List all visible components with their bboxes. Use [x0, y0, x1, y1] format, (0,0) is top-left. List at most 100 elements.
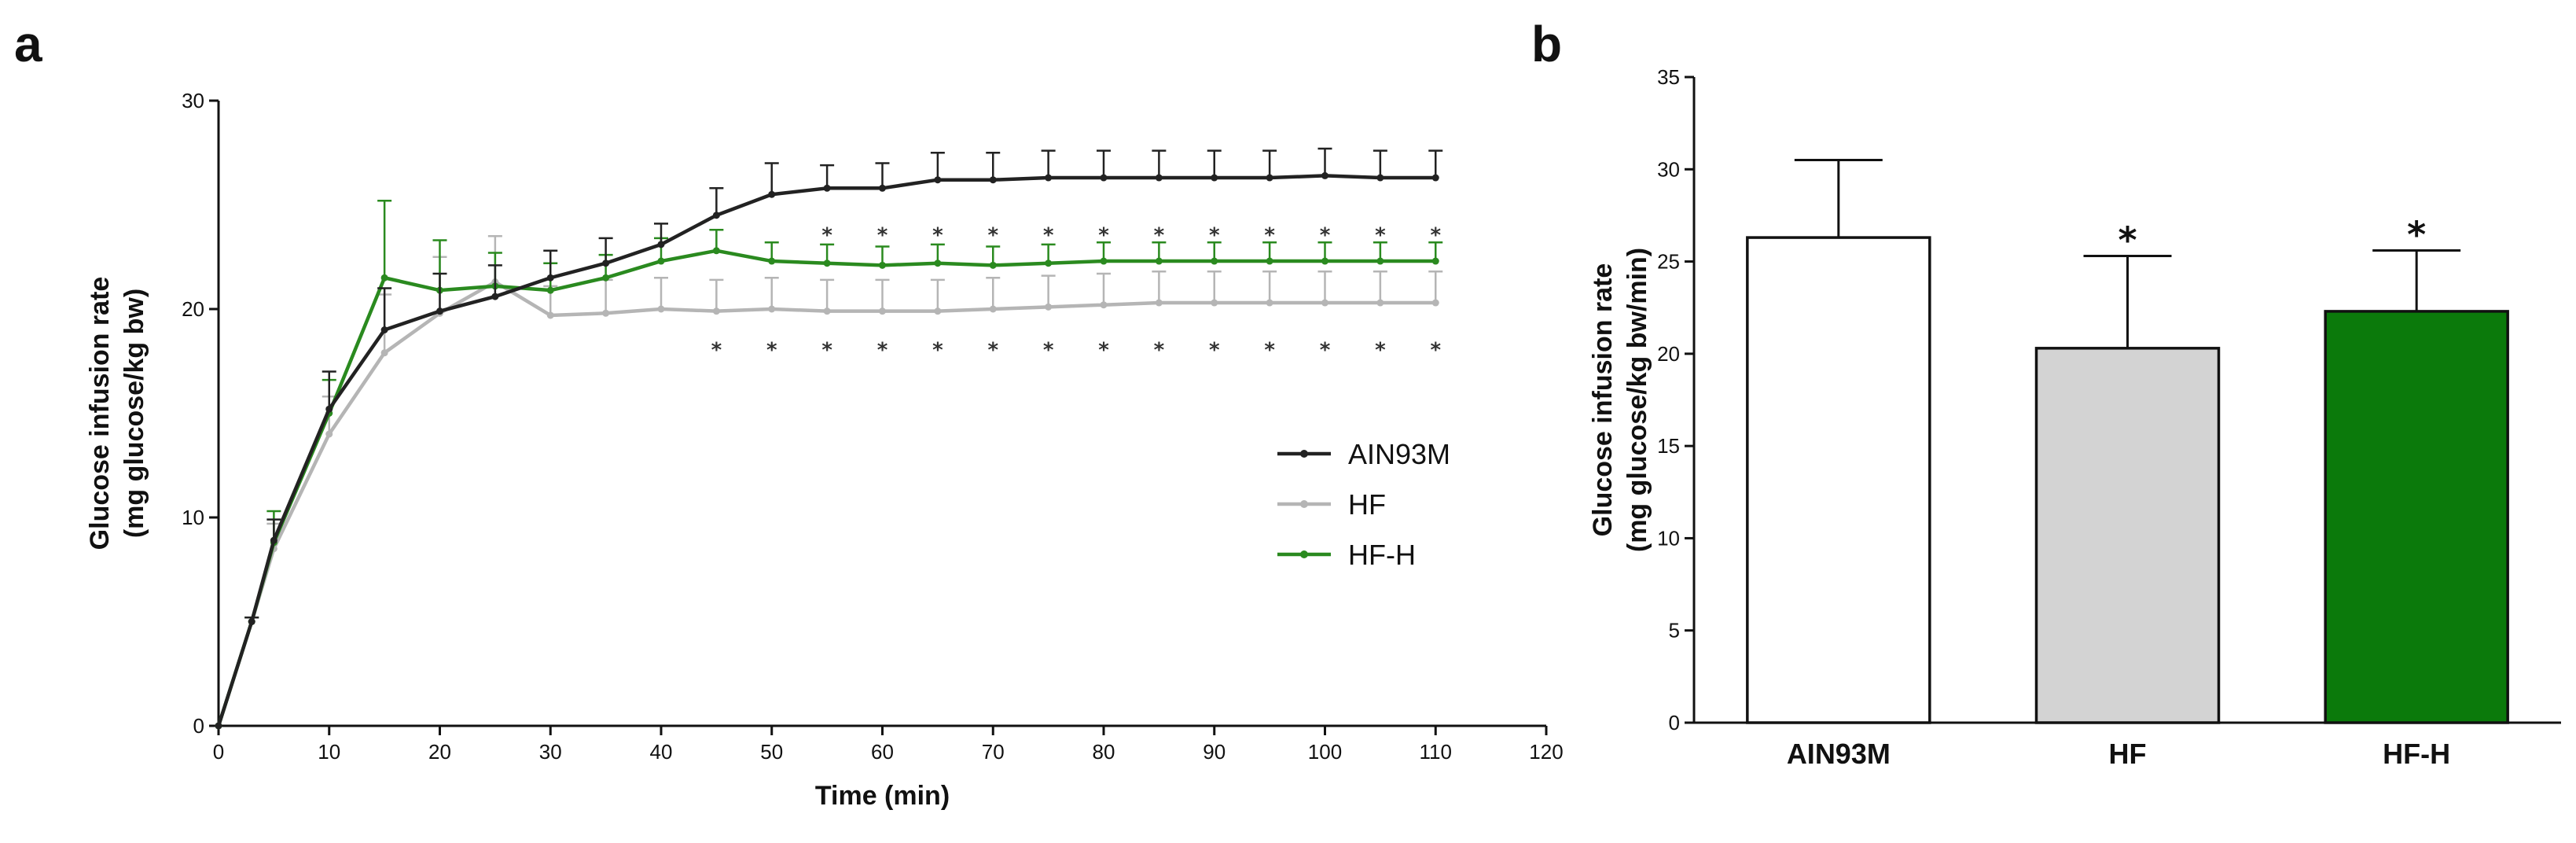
data-point	[712, 307, 720, 315]
data-point	[1266, 174, 1273, 182]
x-tick-label: 40	[650, 740, 673, 764]
y-tick-label: 20	[182, 297, 204, 321]
data-point	[546, 311, 554, 319]
y-tick-label: 10	[1657, 526, 1680, 550]
series-line	[216, 174, 1436, 727]
panel-b-letter: b	[1531, 16, 1562, 72]
significance-marker: *	[1043, 224, 1054, 248]
data-point	[879, 184, 886, 192]
data-point	[1376, 257, 1384, 265]
y-tick-label: 0	[1669, 711, 1680, 734]
bar-hf	[2034, 347, 2221, 724]
x-tick-label: 100	[1308, 740, 1342, 764]
data-point	[657, 257, 665, 265]
data-point	[1155, 299, 1163, 307]
category-label: HF-H	[2383, 738, 2450, 770]
significance-marker: *	[987, 224, 998, 248]
data-point	[879, 261, 886, 269]
series-line	[216, 280, 1436, 727]
legend-label: AIN93M	[1348, 438, 1450, 470]
y-tick-label: 0	[193, 714, 204, 738]
data-point	[1266, 257, 1273, 265]
significance-marker: *	[1098, 224, 1109, 248]
y-tick-label: 30	[1657, 157, 1680, 181]
data-point	[270, 536, 277, 544]
data-point	[1431, 174, 1439, 182]
x-tick-label: 50	[760, 740, 783, 764]
y-axis-title-line-1: Glucose infusion rate	[1588, 263, 1618, 537]
panel-a-letter: a	[14, 16, 42, 72]
data-point	[1211, 299, 1218, 307]
data-point	[879, 307, 886, 315]
data-point	[712, 212, 720, 219]
legend-label: HF	[1348, 488, 1386, 521]
data-point	[1321, 257, 1328, 265]
x-tick-label: 120	[1529, 740, 1563, 764]
significance-marker: *	[1375, 224, 1386, 248]
significance-marker: *	[1154, 338, 1165, 362]
data-point	[491, 293, 499, 300]
x-tick-label: 30	[539, 740, 562, 764]
significance-marker: *	[1430, 338, 1441, 362]
x-tick-label: 110	[1420, 740, 1452, 764]
data-point	[1211, 174, 1218, 182]
data-point	[823, 260, 831, 267]
series-ain93m	[215, 147, 1443, 730]
data-point	[1431, 257, 1439, 265]
data-point	[325, 430, 333, 438]
data-point	[380, 349, 388, 357]
data-point	[1376, 299, 1384, 307]
x-tick-label: 80	[1093, 740, 1115, 764]
x-axis-title: Time (min)	[815, 781, 950, 811]
data-point	[1431, 299, 1439, 307]
significance-marker: *	[1320, 224, 1331, 248]
significance-marker: *	[987, 338, 998, 362]
significance-marker: *	[877, 338, 888, 362]
data-point	[380, 326, 388, 333]
data-point	[602, 309, 610, 317]
x-tick-label: 0	[213, 740, 224, 764]
data-point	[248, 618, 255, 625]
x-tick-label: 20	[428, 740, 451, 764]
series-line	[216, 248, 1436, 727]
data-point	[1266, 299, 1273, 307]
data-point	[768, 190, 776, 198]
x-tick-label: 60	[871, 740, 894, 764]
data-point	[546, 274, 554, 282]
data-point	[602, 274, 610, 282]
significance-marker: *	[877, 224, 888, 248]
data-point	[546, 286, 554, 294]
data-point	[1321, 171, 1328, 179]
significance-marker: *	[2118, 219, 2137, 262]
bar-hf-h	[2324, 310, 2509, 724]
data-point	[934, 307, 942, 315]
data-point	[1155, 174, 1163, 182]
significance-marker: *	[1209, 224, 1220, 248]
data-point	[325, 405, 333, 413]
data-point	[823, 307, 831, 315]
data-point	[989, 305, 997, 313]
significance-marker: *	[1264, 338, 1275, 362]
significance-marker: *	[1043, 338, 1054, 362]
legend-marker	[1300, 500, 1308, 508]
significance-marker: *	[932, 224, 943, 248]
data-point	[989, 176, 997, 184]
data-point	[1045, 303, 1053, 311]
significance-marker: *	[1320, 338, 1331, 362]
y-tick-label: 10	[182, 506, 204, 529]
data-point	[1376, 174, 1384, 182]
data-point	[768, 305, 776, 313]
data-point	[712, 247, 720, 255]
category-label: HF	[2109, 738, 2147, 770]
significance-marker: *	[711, 338, 722, 362]
significance-marker: *	[932, 338, 943, 362]
x-tick-label: 90	[1203, 740, 1226, 764]
data-point	[1100, 257, 1108, 265]
legend-marker	[1300, 550, 1308, 558]
bar-ain93m	[1746, 236, 1931, 724]
data-point	[1155, 257, 1163, 265]
data-point	[1100, 174, 1108, 182]
data-point	[657, 305, 665, 313]
data-point	[934, 176, 942, 184]
data-point	[1211, 257, 1218, 265]
